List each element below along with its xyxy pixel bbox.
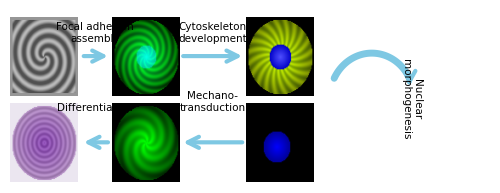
Text: Nuclear
morphogenesis: Nuclear morphogenesis xyxy=(401,59,422,140)
Text: Mechano-
transduction: Mechano- transduction xyxy=(180,91,246,113)
Text: Differentiation: Differentiation xyxy=(57,103,132,113)
Text: Cytoskeleton
development: Cytoskeleton development xyxy=(178,22,247,44)
Text: Focal adhesion
assembly: Focal adhesion assembly xyxy=(56,22,134,44)
